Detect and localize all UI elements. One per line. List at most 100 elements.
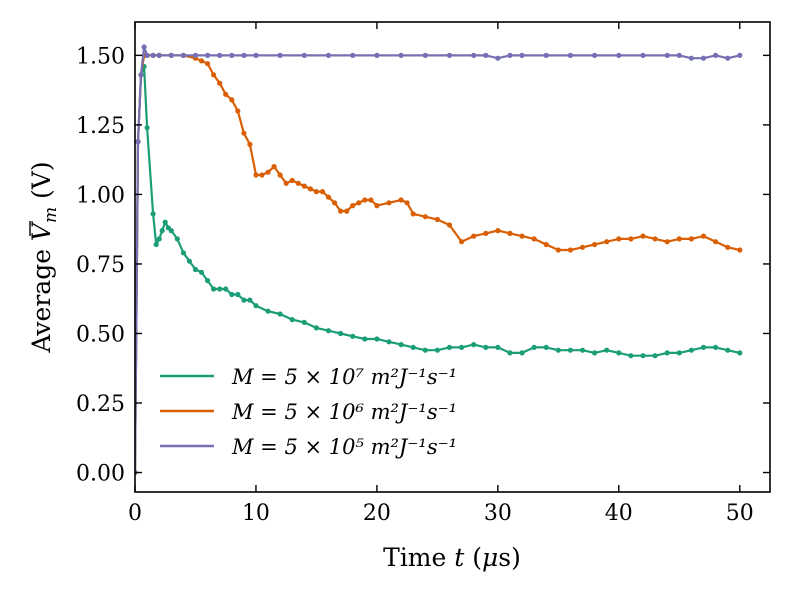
series-1-point (725, 347, 731, 353)
series-3-point (737, 52, 743, 59)
series-3-point (217, 52, 223, 59)
y-tick-label: 1.25 (76, 114, 125, 139)
series-1-point (664, 350, 670, 356)
x-axis-label: Time t (μs) (383, 543, 521, 572)
series-2-point (555, 247, 561, 253)
series-1-point (628, 353, 634, 359)
series-1-point (325, 328, 332, 334)
series-3-point (700, 55, 707, 61)
series-1 (135, 63, 743, 476)
series-1-point (205, 278, 211, 284)
series-1-point (247, 297, 253, 303)
series-1-point (688, 347, 695, 353)
series-1-point (422, 347, 428, 353)
series-1-point (289, 317, 295, 323)
series-1-point (235, 291, 241, 298)
series-3-point (616, 52, 622, 59)
series-3-point (192, 52, 199, 59)
series-1-point (223, 286, 229, 292)
series-2-point (325, 194, 332, 200)
series-3-point (676, 52, 682, 59)
series-2-point (404, 200, 410, 206)
series-2-point (338, 208, 344, 214)
series-1-point (531, 344, 537, 350)
series-3-point (301, 52, 307, 59)
series-2-point (471, 233, 477, 239)
series-1-point (144, 125, 150, 131)
series-2-point (386, 200, 392, 206)
series-1-point (159, 228, 165, 234)
series-3-point (495, 55, 501, 61)
series-1-point (459, 344, 465, 350)
series-2-point (350, 203, 356, 209)
series-3-point (144, 52, 150, 59)
series-1-point (174, 236, 180, 242)
series-3-point (135, 139, 141, 145)
series-3-point (519, 52, 525, 59)
series-2-point (344, 208, 350, 214)
x-tick-label: 10 (242, 501, 270, 526)
series-2-point (362, 197, 368, 203)
series-1-point (150, 211, 156, 217)
series-2-point (640, 233, 646, 239)
series-1-point (362, 336, 368, 342)
series-2-point (700, 233, 707, 239)
series-2-point (446, 222, 453, 228)
series-2-point (579, 244, 586, 250)
series-1-point (192, 266, 199, 273)
series-3-point (713, 52, 719, 59)
series-2-point (410, 211, 416, 217)
ticks-layer: 0 10 20 30 40 50 0.00 0.25 0.50 0.75 1.00 1.25 1.50 (76, 22, 770, 526)
series-3-point (640, 52, 646, 59)
series-2-point (253, 172, 259, 178)
series-2-point (289, 177, 295, 184)
series-1-point (398, 342, 404, 348)
plot-frame (134, 21, 771, 493)
series-1-point (737, 350, 743, 356)
series-2-point (211, 72, 217, 78)
series-1-point (277, 311, 283, 317)
series-3-point (325, 52, 332, 59)
series-3-point (543, 52, 549, 59)
series-1-point (198, 269, 205, 275)
series-2-point (241, 130, 247, 136)
series-3-point (483, 52, 489, 59)
series-2-point (205, 61, 211, 67)
series-2-point (664, 239, 670, 245)
series-2-point (604, 239, 610, 245)
series-layer (135, 44, 743, 476)
series-1-point (253, 303, 259, 309)
x-tick-label: 20 (363, 501, 391, 526)
legend-label-3: M = 5 × 10⁵ m²J⁻¹s⁻¹ (231, 435, 457, 459)
legend-label-2: M = 5 × 10⁶ m²J⁻¹s⁻¹ (231, 400, 457, 424)
series-2-point (301, 183, 307, 189)
y-tick-label: 1.50 (76, 44, 125, 69)
legend: M = 5 × 10⁷ m²J⁻¹s⁻¹ M = 5 × 10⁶ m²J⁻¹s⁻¹… (160, 365, 457, 459)
series-2-point (319, 189, 326, 195)
series-2-point (616, 236, 622, 242)
series-2-point (531, 236, 537, 242)
series-2-point (459, 239, 465, 245)
series-1-point (156, 236, 162, 242)
series-1-point (507, 350, 513, 356)
series-3-point (398, 52, 404, 59)
series-1-point (640, 353, 646, 359)
series-2-point (495, 228, 501, 234)
series-1-point (434, 347, 440, 353)
x-tick-label: 30 (484, 501, 512, 526)
series-1-point (410, 344, 416, 350)
series-3-point (138, 72, 144, 78)
series-2-point (507, 230, 513, 236)
series-2-point (543, 241, 549, 248)
series-1-point (186, 258, 192, 264)
series-1-point (652, 353, 658, 359)
y-tick-label: 0.75 (76, 253, 125, 278)
series-2-point (265, 169, 271, 175)
series-3-point (168, 52, 174, 59)
y-tick-label: 0.25 (76, 392, 125, 417)
series-3-point (725, 55, 731, 61)
y-tick-label: 1.00 (76, 183, 125, 208)
series-3-point (592, 52, 598, 59)
series-1-point (676, 350, 682, 356)
